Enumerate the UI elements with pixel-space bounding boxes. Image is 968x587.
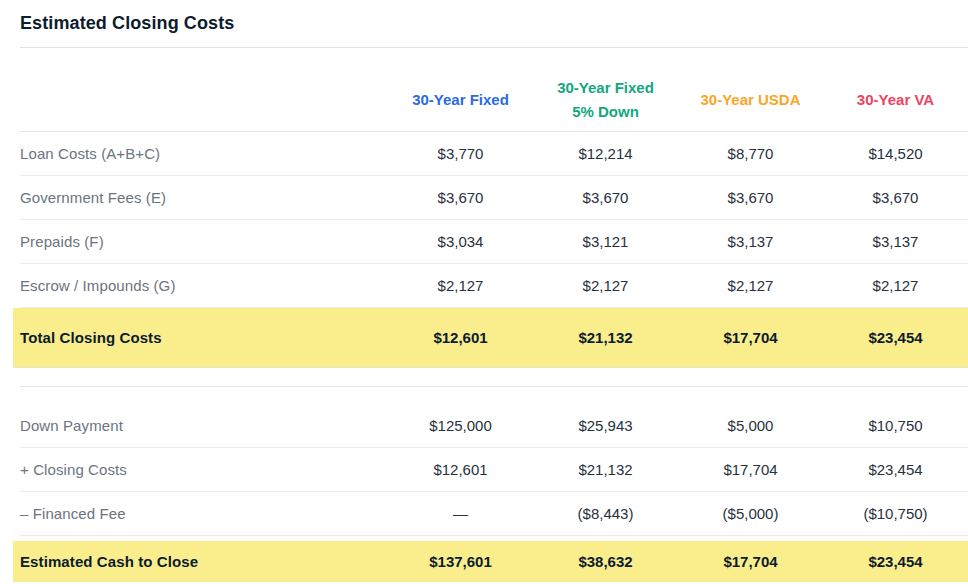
cell-value: $2,127	[533, 277, 678, 294]
row-label: Down Payment	[20, 417, 388, 434]
total-cell-value: $12,601	[388, 329, 533, 346]
title-section: Estimated Closing Costs	[20, 0, 968, 48]
cell-value: $125,000	[388, 417, 533, 434]
total-cell-value: $21,132	[533, 329, 678, 346]
total-cell-value: $137,601	[388, 553, 533, 570]
table-row-prepaids: Prepaids (F) $3,034 $3,121 $3,137 $3,137	[20, 220, 968, 264]
table-row-minus-financed-fee: – Financed Fee — ($8,443) ($5,000) ($10,…	[20, 492, 968, 536]
table-row-escrow-impounds: Escrow / Impounds (G) $2,127 $2,127 $2,1…	[20, 264, 968, 308]
cell-value: $17,704	[678, 461, 823, 478]
cell-value: $8,770	[678, 145, 823, 162]
cell-value: $3,670	[678, 189, 823, 206]
cell-value: $12,601	[388, 461, 533, 478]
cell-value: $2,127	[388, 277, 533, 294]
total-cell-value: $23,454	[823, 553, 968, 570]
column-header-30-year-usda: 30-Year USDA	[678, 88, 823, 112]
table-row-government-fees: Government Fees (E) $3,670 $3,670 $3,670…	[20, 176, 968, 220]
cell-value: $3,670	[388, 189, 533, 206]
total-row-estimated-cash-to-close: Estimated Cash to Close $137,601 $38,632…	[13, 541, 968, 582]
total-row-total-closing-costs: Total Closing Costs $12,601 $21,132 $17,…	[13, 308, 968, 368]
column-header-label: 5% Down	[533, 100, 678, 124]
cell-value: ($10,750)	[823, 505, 968, 522]
cell-value: $12,214	[533, 145, 678, 162]
page-title: Estimated Closing Costs	[20, 12, 968, 34]
cell-value: $3,137	[678, 233, 823, 250]
total-cell-value: $23,454	[823, 329, 968, 346]
table-header-row: 30-Year Fixed 30-Year Fixed 5% Down 30-Y…	[20, 48, 968, 132]
cell-value: $3,121	[533, 233, 678, 250]
total-cell-value: $17,704	[678, 553, 823, 570]
cell-value: $23,454	[823, 461, 968, 478]
cell-value: $5,000	[678, 417, 823, 434]
column-header-label: 30-Year USDA	[678, 88, 823, 112]
cell-value: ($5,000)	[678, 505, 823, 522]
cell-value: —	[388, 505, 533, 522]
table-row-down-payment: Down Payment $125,000 $25,943 $5,000 $10…	[20, 404, 968, 448]
total-row-label: Estimated Cash to Close	[20, 553, 388, 570]
cell-value: ($8,443)	[533, 505, 678, 522]
cell-value: $3,770	[388, 145, 533, 162]
cell-value: $2,127	[823, 277, 968, 294]
cell-value: $3,137	[823, 233, 968, 250]
column-header-30-year-fixed-5-down: 30-Year Fixed 5% Down	[533, 76, 678, 124]
cell-value: $3,034	[388, 233, 533, 250]
row-label: Government Fees (E)	[20, 189, 388, 206]
row-label: Loan Costs (A+B+C)	[20, 145, 388, 162]
total-row-label: Total Closing Costs	[20, 329, 388, 346]
row-label: Prepaids (F)	[20, 233, 388, 250]
closing-costs-page: Estimated Closing Costs 30-Year Fixed 30…	[0, 0, 968, 582]
column-header-label: 30-Year Fixed	[533, 76, 678, 100]
cell-value: $10,750	[823, 417, 968, 434]
cell-value: $25,943	[533, 417, 678, 434]
row-label: + Closing Costs	[20, 461, 388, 478]
table-row-loan-costs: Loan Costs (A+B+C) $3,770 $12,214 $8,770…	[20, 132, 968, 176]
total-cell-value: $17,704	[678, 329, 823, 346]
row-label: – Financed Fee	[20, 505, 388, 522]
table-row-plus-closing-costs: + Closing Costs $12,601 $21,132 $17,704 …	[20, 448, 968, 492]
cell-value: $3,670	[823, 189, 968, 206]
column-header-label: 30-Year VA	[823, 88, 968, 112]
column-header-label: 30-Year Fixed	[388, 88, 533, 112]
section-divider	[20, 386, 968, 387]
column-header-30-year-fixed: 30-Year Fixed	[388, 88, 533, 112]
cell-value: $2,127	[678, 277, 823, 294]
cell-value: $3,670	[533, 189, 678, 206]
cell-value: $21,132	[533, 461, 678, 478]
cell-value: $14,520	[823, 145, 968, 162]
total-cell-value: $38,632	[533, 553, 678, 570]
row-label: Escrow / Impounds (G)	[20, 277, 388, 294]
column-header-30-year-va: 30-Year VA	[823, 88, 968, 112]
